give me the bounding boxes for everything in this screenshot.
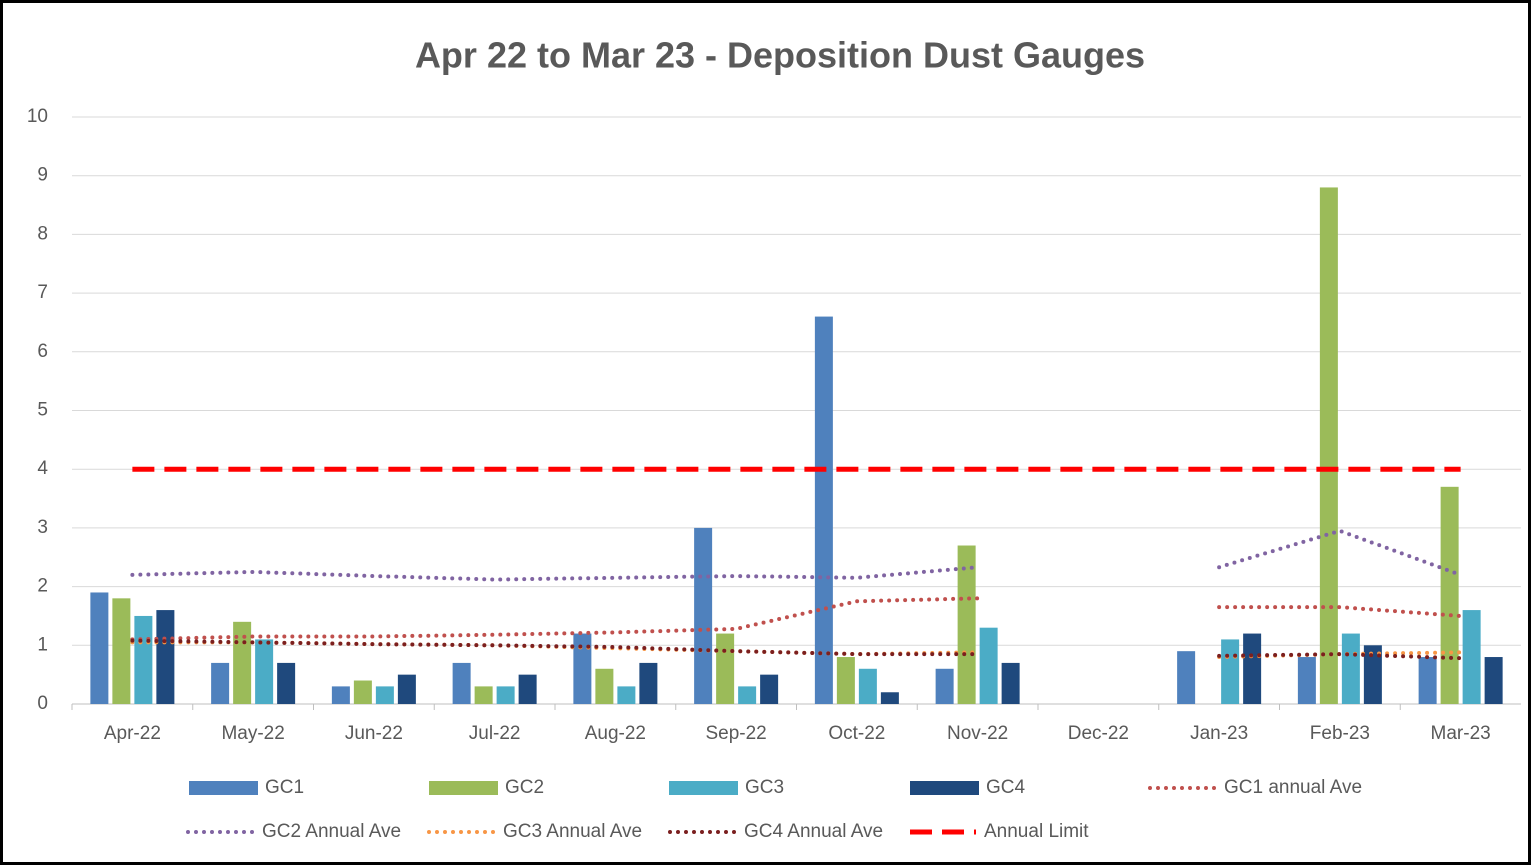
y-tick-label: 1: [37, 634, 48, 655]
x-tick-label: Jan-23: [1190, 723, 1248, 744]
legend-label: GC4: [986, 777, 1026, 798]
bar: [1462, 610, 1481, 704]
bar: [880, 692, 899, 704]
bar: [1363, 645, 1382, 704]
x-tick-label: Apr-22: [104, 723, 161, 744]
y-tick-label: 8: [37, 223, 48, 244]
bar: [738, 686, 757, 704]
x-tick-label: May-22: [221, 723, 284, 744]
average-line: [1217, 605, 1463, 618]
legend-swatch: [910, 781, 979, 795]
legend-label: GC1: [265, 777, 304, 798]
bar: [156, 610, 175, 704]
average-line: [130, 596, 980, 642]
bar: [957, 545, 976, 704]
bar: [375, 686, 394, 704]
bar: [935, 668, 954, 704]
y-tick-label: 9: [37, 165, 48, 186]
y-tick-label: 6: [37, 341, 48, 362]
average-line: [130, 638, 980, 657]
bar: [277, 662, 296, 704]
x-tick-label: Oct-22: [828, 723, 885, 744]
y-tick-label: 2: [37, 576, 48, 597]
bar: [474, 686, 493, 704]
x-tick-label: Sep-22: [705, 723, 766, 744]
average-line: [1217, 652, 1463, 661]
average-line: [130, 565, 980, 582]
y-tick-label: 5: [37, 400, 48, 421]
y-tick-label: 3: [37, 517, 48, 538]
x-tick-label: Jun-22: [345, 723, 403, 744]
bar: [595, 668, 614, 704]
bar: [979, 627, 998, 704]
bar: [331, 686, 350, 704]
legend-label: GC2 Annual Ave: [262, 821, 401, 842]
y-tick-label: 10: [27, 106, 48, 127]
bar: [694, 527, 713, 704]
bar: [233, 621, 252, 704]
bar: [496, 686, 515, 704]
legend-label: GC3: [745, 777, 784, 798]
x-tick-label: Feb-23: [1310, 723, 1370, 744]
bar: [1177, 651, 1196, 704]
bar: [617, 686, 636, 704]
bar: [353, 680, 372, 704]
x-tick-label: Aug-22: [585, 723, 646, 744]
legend-swatch: [429, 781, 498, 795]
bar: [90, 592, 109, 704]
legend-label: GC4 Annual Ave: [744, 821, 883, 842]
bar: [1001, 662, 1020, 704]
y-tick-label: 0: [37, 693, 48, 714]
y-tick-label: 4: [37, 458, 48, 479]
bar: [134, 615, 153, 704]
legend-label: Annual Limit: [984, 821, 1089, 842]
bar: [255, 639, 274, 704]
bar: [112, 598, 131, 704]
legend-label: GC3 Annual Ave: [503, 821, 642, 842]
bar: [211, 662, 230, 704]
bar: [836, 657, 855, 704]
bar: [814, 316, 833, 704]
bar: [573, 633, 592, 704]
bar: [452, 662, 471, 704]
y-tick-label: 7: [37, 282, 48, 303]
bar: [518, 674, 537, 704]
bar: [1297, 657, 1316, 704]
x-tick-label: Dec-22: [1068, 723, 1129, 744]
bar: [1243, 633, 1262, 704]
legend-swatch: [669, 781, 738, 795]
bar: [639, 662, 658, 704]
legend-label: GC2: [505, 777, 544, 798]
chart-title: Apr 22 to Mar 23 - Deposition Dust Gauge…: [415, 35, 1145, 76]
bar: [1418, 657, 1437, 704]
x-tick-label: Mar-23: [1431, 723, 1491, 744]
average-line: [1217, 528, 1463, 577]
legend-swatch: [189, 781, 258, 795]
bar: [1341, 633, 1360, 704]
legend-label: GC1 annual Ave: [1224, 777, 1362, 798]
bar: [397, 674, 416, 704]
bar: [760, 674, 779, 704]
bar: [1440, 486, 1459, 704]
bar: [1319, 187, 1338, 704]
x-tick-label: Jul-22: [469, 723, 521, 744]
x-tick-label: Nov-22: [947, 723, 1008, 744]
bar: [1484, 657, 1503, 704]
bar: [716, 633, 735, 704]
bar: [1221, 639, 1240, 704]
bar: [858, 668, 877, 704]
